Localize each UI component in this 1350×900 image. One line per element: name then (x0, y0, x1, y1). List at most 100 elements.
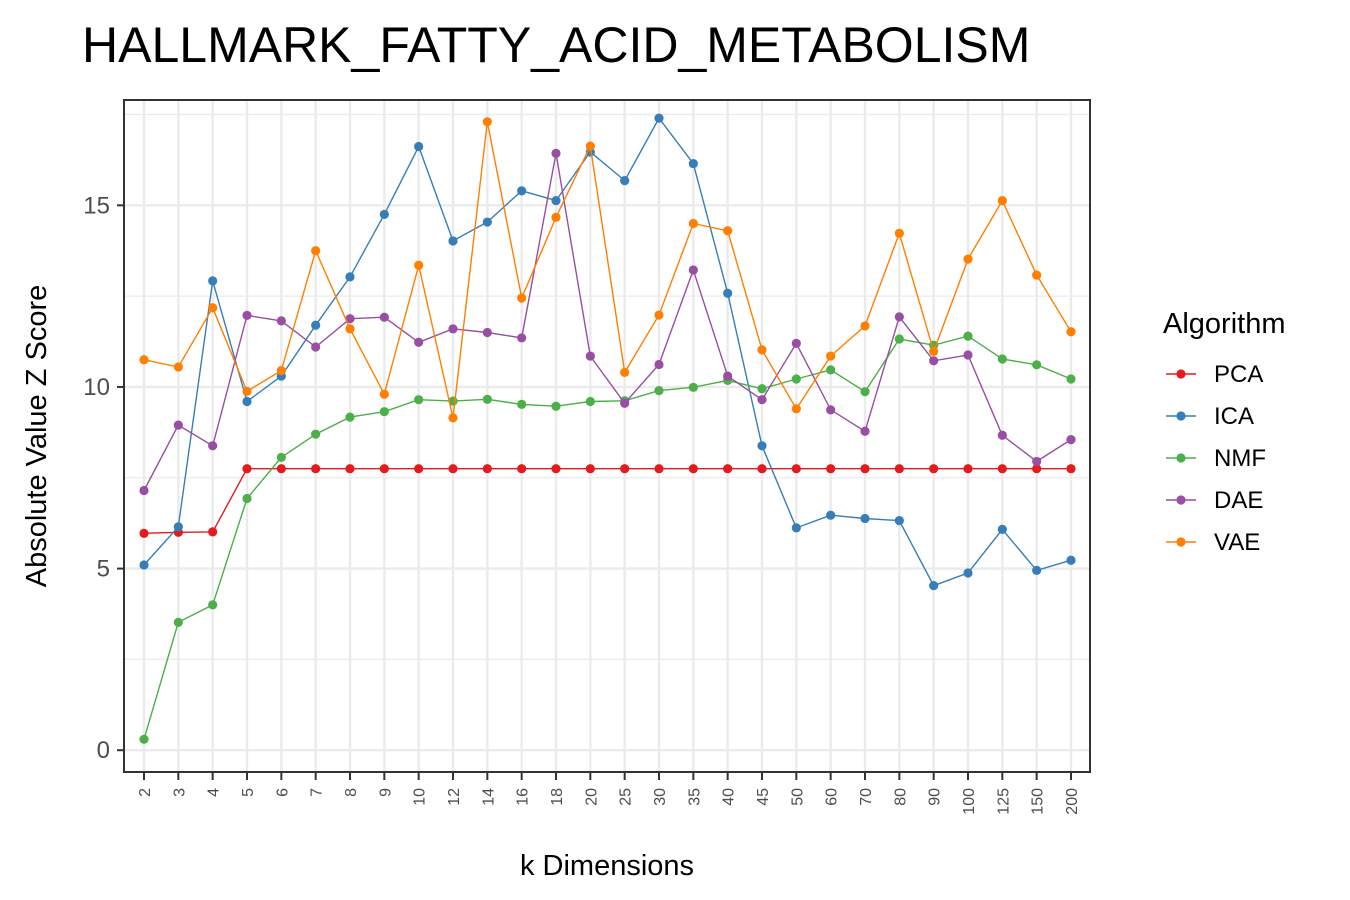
data-point (620, 176, 630, 186)
x-tick-label: 16 (515, 788, 532, 806)
data-point (242, 310, 252, 321)
data-point (723, 464, 733, 474)
x-tick-label: 4 (206, 788, 223, 797)
legend-item-pca: PCA (1166, 361, 1263, 388)
data-point (963, 568, 973, 578)
data-point (345, 464, 355, 474)
data-point (379, 407, 389, 417)
x-tick-label: 25 (618, 788, 635, 806)
x-tick-label: 9 (377, 788, 394, 797)
data-point (860, 321, 870, 331)
x-tick-label: 35 (686, 788, 703, 806)
x-tick-label: 80 (892, 788, 909, 806)
data-point (929, 346, 939, 356)
x-tick-label: 14 (480, 788, 497, 806)
data-point (963, 254, 973, 264)
data-point (379, 389, 389, 399)
legend-key-point (1176, 411, 1186, 421)
data-point (139, 528, 149, 538)
data-point (173, 522, 183, 532)
data-point (276, 464, 286, 474)
y-tick-label: 15 (83, 192, 110, 219)
data-point (173, 420, 183, 430)
data-point (826, 464, 836, 474)
data-point (448, 464, 458, 474)
data-point (517, 293, 527, 303)
data-point (551, 401, 561, 411)
data-point (791, 523, 801, 533)
x-tick-label: 12 (446, 788, 463, 806)
data-point (1066, 464, 1076, 474)
x-tick-label: 200 (1064, 788, 1081, 815)
legend-label: NMF (1214, 445, 1266, 472)
data-point (551, 148, 561, 158)
data-point (208, 441, 218, 451)
legend: PCA ICA NMF DAE VAE (1166, 361, 1266, 556)
data-point (757, 395, 767, 405)
data-point (1032, 565, 1042, 576)
data-point (311, 246, 321, 256)
data-point (791, 404, 801, 414)
data-point (242, 386, 252, 396)
data-point (688, 218, 698, 229)
data-point (929, 464, 939, 474)
data-point (688, 158, 698, 169)
data-point (414, 260, 424, 270)
data-point (723, 226, 733, 236)
data-point (585, 351, 595, 361)
data-point (242, 464, 252, 474)
data-point (620, 367, 630, 378)
data-point (997, 430, 1007, 440)
data-point (929, 581, 939, 591)
data-point (1032, 360, 1042, 370)
data-point (242, 493, 252, 504)
data-point (482, 394, 492, 404)
data-point (894, 312, 904, 322)
data-point (860, 387, 870, 397)
data-point (585, 396, 595, 407)
y-tick-label: 10 (83, 374, 110, 401)
data-point (1032, 464, 1042, 474)
x-tick-label: 40 (721, 788, 738, 806)
legend-item-nmf: NMF (1166, 445, 1266, 472)
data-point (414, 337, 424, 347)
data-point (551, 464, 561, 474)
series-line-vae (143, 121, 1072, 418)
y-tick-label: 0 (97, 737, 110, 764)
x-tick-label: 125 (995, 788, 1012, 815)
data-point (997, 196, 1007, 206)
data-point (997, 464, 1007, 474)
data-point (791, 464, 801, 474)
y-tick-label: 5 (97, 556, 110, 583)
data-point (997, 524, 1007, 534)
legend-item-dae: DAE (1166, 487, 1263, 514)
x-tick-label: 90 (927, 788, 944, 806)
data-point (517, 464, 527, 474)
data-point (654, 310, 664, 320)
data-point (620, 464, 630, 474)
data-point (791, 374, 801, 384)
data-point (414, 141, 424, 152)
data-point (448, 236, 458, 246)
chart-title: HALLMARK_FATTY_ACID_METABOLISM (82, 17, 1030, 73)
data-point (963, 331, 973, 341)
legend-label: ICA (1214, 403, 1254, 430)
data-point (894, 464, 904, 474)
data-point (826, 510, 836, 520)
data-point (1066, 555, 1076, 565)
legend-key-point (1176, 537, 1186, 547)
data-point (173, 362, 183, 372)
data-point (414, 395, 424, 405)
data-point (276, 366, 286, 376)
data-point (1066, 435, 1076, 445)
data-point (242, 396, 252, 407)
x-tick-label: 10 (412, 788, 429, 806)
y-axis-title: Absolute Value Z Score (21, 285, 53, 588)
data-point (894, 516, 904, 526)
data-point (208, 303, 218, 313)
series-line-pca (143, 468, 1071, 534)
x-tick-label: 7 (309, 788, 326, 797)
data-point (345, 412, 355, 422)
data-point (963, 350, 973, 360)
data-point (757, 345, 767, 355)
